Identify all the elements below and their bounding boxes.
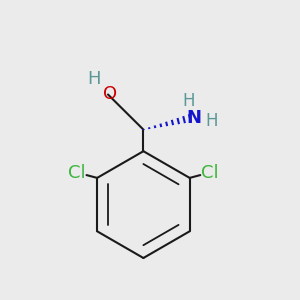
Text: H: H — [87, 70, 100, 88]
Text: H: H — [182, 92, 195, 110]
Text: O: O — [103, 85, 118, 103]
Text: Cl: Cl — [68, 164, 85, 181]
Text: N: N — [186, 109, 201, 127]
Text: H: H — [205, 112, 218, 130]
Text: Cl: Cl — [201, 164, 219, 181]
